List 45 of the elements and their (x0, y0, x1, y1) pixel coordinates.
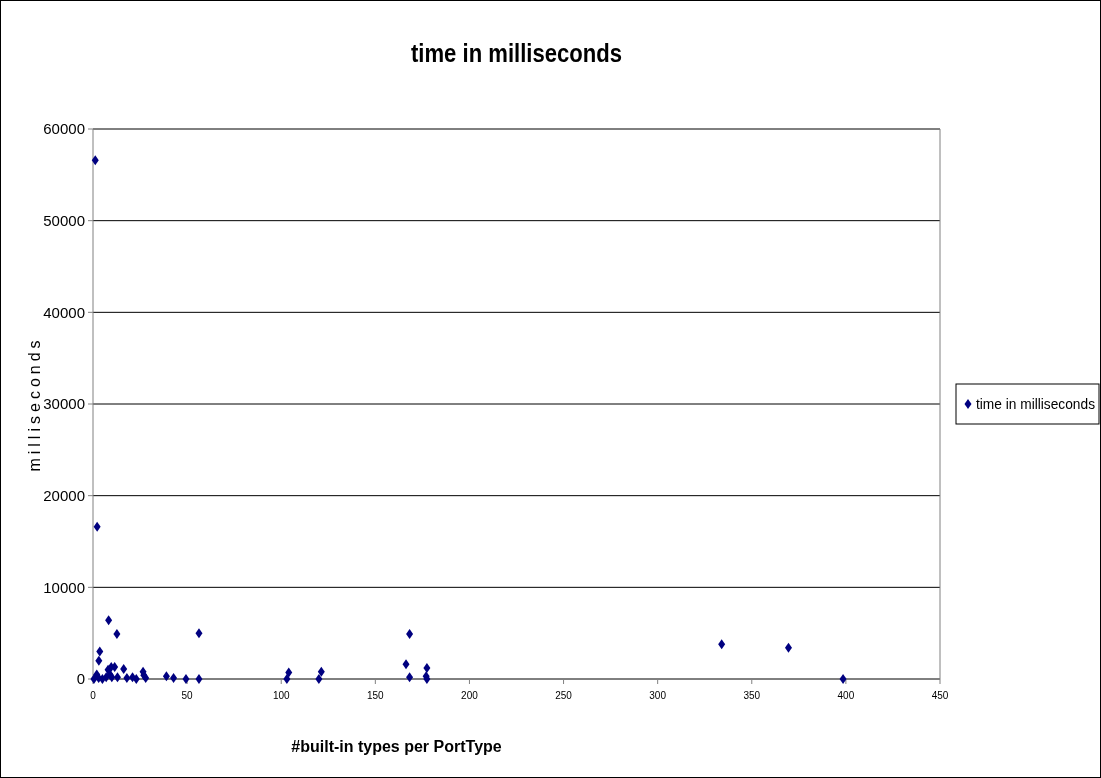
x-tick-label: 200 (461, 690, 479, 701)
y-tick-label: 40000 (43, 303, 85, 321)
point (123, 673, 131, 684)
point (182, 674, 190, 684)
y-tick-label: 20000 (43, 486, 85, 504)
y-tick-label: 10000 (43, 578, 85, 596)
point (784, 642, 792, 653)
x-tick-label: 50 (181, 690, 194, 701)
point (195, 674, 203, 684)
point (315, 674, 323, 684)
point (105, 615, 113, 626)
x-tick-label: 300 (649, 690, 667, 701)
point (95, 655, 103, 666)
y-tick-label: 30000 (43, 395, 85, 413)
point (317, 666, 325, 677)
point (120, 663, 128, 674)
x-axis-title: #built-in types per PortType (291, 738, 502, 755)
point (113, 672, 121, 683)
x-tick-label: 250 (555, 690, 573, 701)
point (113, 629, 121, 640)
x-tick-label: 450 (931, 690, 949, 701)
point (96, 646, 104, 657)
point (406, 629, 414, 640)
point (170, 673, 178, 684)
point (406, 672, 414, 683)
point (839, 674, 847, 684)
point (162, 671, 170, 682)
x-tick-label: 350 (743, 690, 761, 701)
chart-title: time in milliseconds (410, 38, 623, 68)
point (93, 521, 101, 532)
point (91, 155, 99, 166)
legend-label: time in milliseconds (976, 395, 1098, 412)
point (402, 659, 410, 670)
point (718, 639, 726, 650)
y-axis-title: milliseconds (26, 336, 43, 472)
point (195, 628, 203, 639)
x-tick-label: 150 (366, 690, 385, 701)
point (283, 674, 291, 684)
x-tick-label: 0 (90, 690, 97, 701)
y-tick-label: 0 (76, 670, 85, 688)
x-tick-label: 400 (837, 690, 855, 701)
y-tick-label: 60000 (43, 120, 85, 138)
x-tick-label: 100 (272, 690, 290, 701)
y-tick-label: 50000 (43, 211, 85, 229)
point (423, 663, 431, 673)
